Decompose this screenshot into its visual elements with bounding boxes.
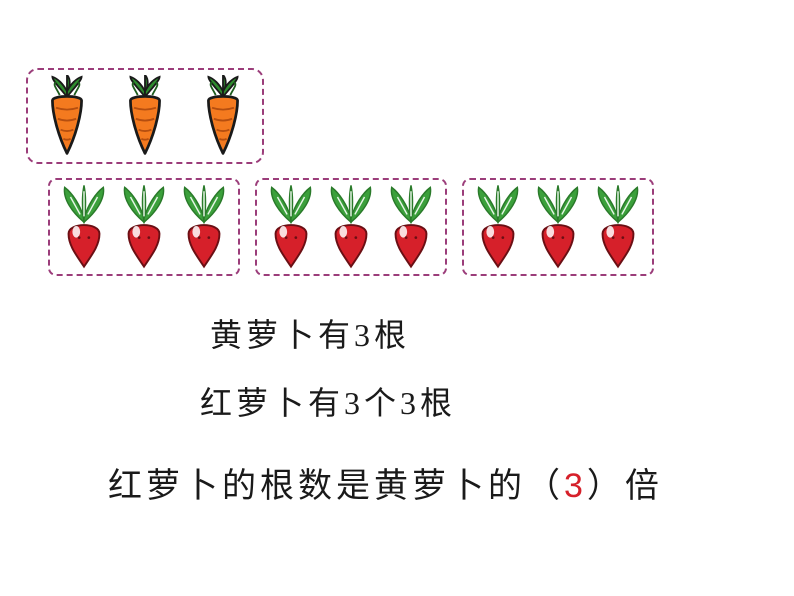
- carrot-icon: [192, 75, 254, 157]
- carrot-icon: [114, 75, 176, 157]
- statement-line-2: 红萝卜有3个3根: [200, 378, 456, 424]
- radish-group-box-3: [462, 178, 654, 276]
- radish-icon: [262, 183, 320, 271]
- radish-icon: [55, 183, 113, 271]
- radish-icon: [175, 183, 233, 271]
- radish-group-box-2: [255, 178, 447, 276]
- radish-icon: [589, 183, 647, 271]
- radish-icon: [529, 183, 587, 271]
- radish-icon: [469, 183, 527, 271]
- line3-suffix: ）倍: [587, 468, 663, 505]
- line3-prefix: 红萝卜的根数是黄萝卜的（: [108, 468, 564, 505]
- statement-line-1: 黄萝卜有3根: [210, 310, 410, 356]
- radish-icon: [322, 183, 380, 271]
- carrot-icon: [36, 75, 98, 157]
- carrot-group-box: [26, 68, 264, 164]
- statement-line-3: 红萝卜的根数是黄萝卜的（3）倍: [108, 458, 663, 507]
- radish-icon: [115, 183, 173, 271]
- radish-icon: [382, 183, 440, 271]
- radish-group-box-1: [48, 178, 240, 276]
- answer-number: 3: [564, 467, 587, 505]
